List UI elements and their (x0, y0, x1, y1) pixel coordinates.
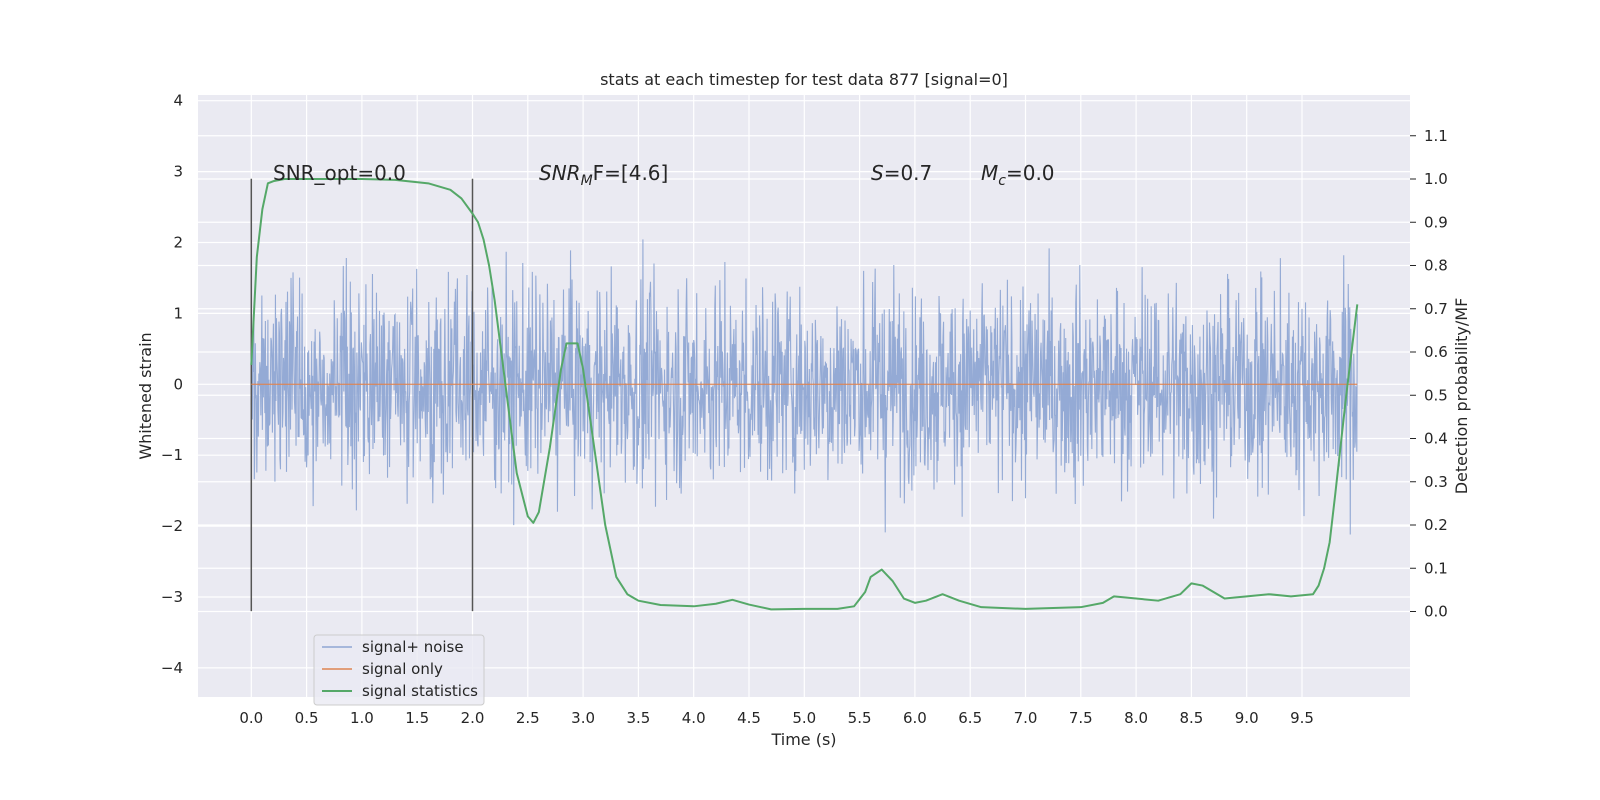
x-tick-label: 1.0 (350, 709, 374, 727)
y-right-tick-label: 0.2 (1424, 516, 1448, 534)
y-right-tick-label: 0.6 (1424, 343, 1448, 361)
y-right-axis-label: Detection probability/MF (1452, 298, 1471, 495)
x-tick-label: 8.0 (1124, 709, 1148, 727)
y-right-tick-label: 0.7 (1424, 300, 1448, 318)
x-axis-label: Time (s) (770, 730, 836, 749)
annotation-snr-mf: SNRMF=[4.6] (539, 161, 668, 189)
x-tick-label: 6.5 (958, 709, 982, 727)
y-right-tick-label: 0.1 (1424, 559, 1448, 577)
x-tick-label: 2.5 (516, 709, 540, 727)
legend-label-signal-noise: signal+ noise (362, 638, 464, 656)
y-left-tick-label: −4 (161, 659, 183, 677)
annotation-s: S=0.7 (871, 161, 932, 185)
x-tick-label: 3.5 (626, 709, 650, 727)
annotation-mc-italic: M (981, 161, 998, 185)
annotation-mc-sub: c (998, 173, 1006, 189)
y-right-tick-label: 0.0 (1424, 603, 1448, 621)
x-tick-label: 1.5 (405, 709, 429, 727)
legend: signal+ noise signal only signal statist… (313, 634, 485, 706)
y-left-tick-label: 4 (173, 92, 183, 110)
y-left-tick-label: −3 (161, 588, 183, 606)
x-tick-label: 7.5 (1069, 709, 1093, 727)
y-left-tick-label: −1 (161, 446, 183, 464)
annotation-snr-mf-rest: F=[4.6] (593, 161, 669, 185)
x-axis-ticks: 0.0 0.5 1.0 1.5 2.0 2.5 3.0 3.5 4.0 4.5 5.0 5.5 6.0 6… (239, 709, 1314, 727)
y-right-tick-label: 0.9 (1424, 213, 1448, 231)
chart-title: stats at each timestep for test data 877… (600, 70, 1008, 89)
annotation-snr-mf-sub: M (581, 173, 593, 189)
x-tick-label: 7.0 (1014, 709, 1038, 727)
y-left-tick-label: 3 (173, 163, 183, 181)
legend-label-signal-statistics: signal statistics (362, 682, 478, 700)
vertical-markers (250, 178, 474, 612)
x-tick-label: 5.5 (848, 709, 872, 727)
y-left-tick-label: 0 (173, 375, 183, 393)
y-left-tick-label: 2 (173, 234, 183, 252)
signal-noise-line (250, 239, 1358, 535)
annotation-s-rest: =0.7 (884, 161, 933, 185)
x-tick-label: 9.0 (1235, 709, 1259, 727)
y-right-axis-ticks: 1.1 1.0 0.9 0.8 0.7 0.6 0.5 0.4 0.3 0.2 0.1 0.0 (1410, 127, 1448, 621)
y-left-axis-ticks: 4 3 2 1 0 −1 −2 −3 −4 (161, 92, 183, 677)
y-right-tick-label: 0.5 (1424, 386, 1448, 404)
x-tick-label: 2.0 (461, 709, 485, 727)
annotation-snr-opt: SNR_opt=0.0 (273, 161, 406, 185)
annotation-s-italic: S (871, 161, 884, 185)
x-tick-label: 3.0 (571, 709, 595, 727)
x-tick-label: 6.0 (903, 709, 927, 727)
signal-noise-series (250, 239, 1358, 535)
annotation-mc: Mc=0.0 (981, 161, 1055, 189)
signal-statistics-series (250, 178, 1359, 611)
legend-box (313, 634, 485, 706)
y-right-tick-label: 0.8 (1424, 257, 1448, 275)
x-tick-label: 5.0 (792, 709, 816, 727)
x-tick-label: 0.5 (295, 709, 319, 727)
y-left-tick-label: −2 (161, 517, 183, 535)
signal-statistics-line (250, 178, 1359, 611)
y-right-tick-label: 1.0 (1424, 170, 1448, 188)
y-left-tick-label: 1 (173, 304, 183, 322)
y-left-axis-label: Whitened strain (136, 332, 155, 459)
y-right-tick-label: 1.1 (1424, 127, 1448, 145)
legend-label-signal-only: signal only (362, 660, 443, 678)
x-tick-label: 0.0 (239, 709, 263, 727)
annotation-snr-mf-italic: SNR (539, 161, 581, 185)
annotation-mc-rest: =0.0 (1006, 161, 1055, 185)
x-tick-label: 4.5 (737, 709, 761, 727)
x-tick-label: 4.0 (682, 709, 706, 727)
y-right-tick-label: 0.4 (1424, 430, 1448, 448)
y-right-tick-label: 0.3 (1424, 473, 1448, 491)
x-tick-label: 9.5 (1290, 709, 1314, 727)
x-tick-label: 8.5 (1179, 709, 1203, 727)
